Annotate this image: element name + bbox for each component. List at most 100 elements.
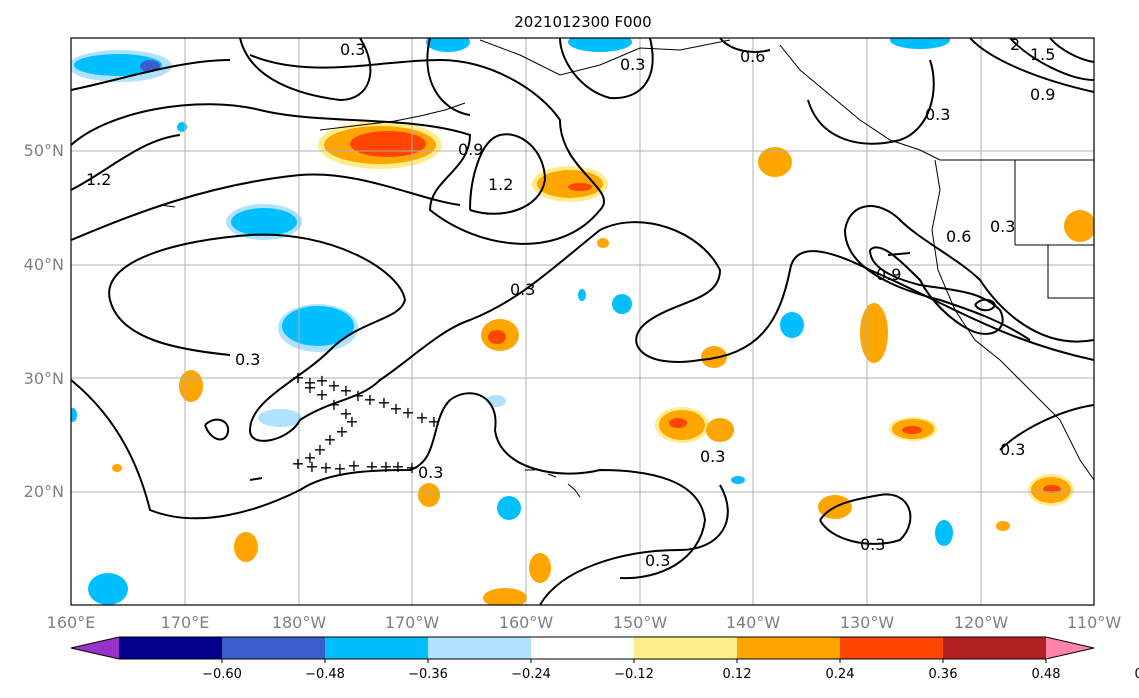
colorbar-segment — [634, 637, 738, 659]
lat-label: 50°N — [24, 141, 64, 160]
warm-anomaly — [234, 532, 258, 562]
warm-anomaly — [860, 303, 888, 363]
contour-label: 0.3 — [418, 463, 443, 482]
contour-label: 1.2 — [86, 170, 111, 189]
contour-label: 2 — [1010, 35, 1020, 54]
lon-label: 180°W — [272, 613, 327, 632]
map-frame — [70, 37, 1095, 606]
warm-anomaly — [350, 131, 426, 157]
plus-marker: + — [327, 376, 340, 395]
colorbar-segment — [840, 637, 944, 659]
warm-anomaly — [1064, 210, 1094, 242]
lon-label: 130°W — [840, 613, 895, 632]
longitude-labels: 160°E 170°E 180°W 170°W 160°W 150°W 140°… — [47, 613, 1122, 632]
plus-marker: + — [335, 422, 348, 441]
lon-label: 170°W — [385, 613, 440, 632]
plus-marker: + — [303, 448, 316, 467]
plus-marker: + — [339, 381, 352, 400]
colorbar-extend-low — [71, 637, 119, 659]
plus-marker: + — [415, 408, 428, 427]
warm-anomaly — [112, 464, 122, 472]
colorbar-tick-label: −0.36 — [408, 667, 448, 682]
warm-anomaly — [537, 170, 603, 198]
lon-label: 170°E — [161, 613, 210, 632]
lat-label: 20°N — [24, 482, 64, 501]
plus-marker: + — [313, 440, 326, 459]
contour-label: 0.6 — [740, 47, 765, 66]
contour-label: 0.3 — [235, 350, 260, 369]
cool-anomaly — [258, 409, 302, 427]
cool-anomaly — [731, 476, 745, 484]
colorbar-tick-label: 0.12 — [723, 667, 752, 682]
plus-marker: + — [305, 457, 318, 476]
contour-label: 0.9 — [1030, 85, 1055, 104]
colorbar-segment — [428, 637, 532, 659]
contour-label: 1.2 — [488, 175, 513, 194]
plus-marker: + — [377, 393, 390, 412]
lat-label: 40°N — [24, 255, 64, 274]
plus-marker: + — [291, 368, 304, 387]
cool-anomaly — [231, 208, 297, 236]
lon-label: 160°E — [47, 613, 96, 632]
cool-anomaly — [780, 312, 804, 338]
plus-marker: + — [323, 430, 336, 449]
plus-marker: + — [427, 412, 440, 431]
warm-anomaly — [568, 183, 592, 191]
contour-label: 0.6 — [946, 227, 971, 246]
plus-marker: + — [405, 458, 418, 477]
colorbar-segment — [222, 637, 326, 659]
plus-marker: + — [379, 457, 392, 476]
lon-label: 150°W — [613, 613, 668, 632]
contour-label: 0.3 — [340, 40, 365, 59]
colorbar-segment — [119, 637, 223, 659]
contour-label: 0.9 — [458, 140, 483, 159]
plus-marker: + — [291, 454, 304, 473]
contour-label: 0.3 — [925, 105, 950, 124]
contour-label: 0.3 — [510, 280, 535, 299]
colorbar-segment — [737, 637, 841, 659]
colorbar-extend-high — [1046, 637, 1094, 659]
colorbar-segment — [943, 637, 1047, 659]
lon-label: 110°W — [1067, 613, 1122, 632]
colorbar-segment — [531, 637, 635, 659]
cool-anomaly — [890, 38, 950, 49]
colorbar-outline — [70, 636, 1095, 660]
warm-anomaly — [996, 521, 1010, 531]
plus-marker: + — [365, 457, 378, 476]
warm-anomaly — [597, 238, 609, 248]
plus-marker: + — [303, 373, 316, 392]
plus-marker: + — [389, 399, 402, 418]
latitude-labels: 20°N 30°N 40°N 50°N — [24, 141, 64, 501]
contour-label: 0.9 — [876, 265, 901, 284]
plus-marker: + — [391, 457, 404, 476]
cool-anomaly — [578, 289, 586, 301]
plus-marker: + — [303, 378, 316, 397]
colorbar-tick-label: 0.60 — [1135, 667, 1139, 682]
cool-anomaly — [935, 520, 953, 546]
colorbar-tick-label: −0.48 — [305, 667, 345, 682]
cool-anomaly — [140, 60, 160, 72]
gridlines — [71, 38, 1094, 605]
contour-label: 0.3 — [860, 535, 885, 554]
map-area: +++++++ +++ ++++++++++++ + + + + + ++ + 0.3 0.3 0… — [70, 35, 1095, 606]
plus-marker: + — [351, 386, 364, 405]
cool-anomaly — [568, 38, 632, 52]
cool-anomaly — [426, 38, 470, 52]
plus-marker: + — [315, 385, 328, 404]
contour-label: 0.3 — [620, 55, 645, 74]
plus-marker: + — [327, 395, 340, 414]
map-title: 2021012300 F000 — [514, 13, 651, 31]
warm-anomaly — [758, 147, 792, 177]
plus-marker: + — [333, 459, 346, 478]
warm-anomaly — [669, 418, 687, 428]
colorbar: −0.60 −0.48 −0.36 −0.24 −0.12 0.12 0.24 0.36 0.4… — [70, 636, 1139, 682]
colorbar-tick-label: −0.60 — [202, 667, 242, 682]
map-background — [71, 38, 1094, 605]
plus-marker: + — [363, 390, 376, 409]
plus-marker: + — [339, 404, 352, 423]
warm-anomaly — [418, 483, 440, 507]
warm-anomaly — [902, 426, 922, 434]
colorbar-segment — [325, 637, 429, 659]
warm-anomaly — [529, 553, 551, 583]
